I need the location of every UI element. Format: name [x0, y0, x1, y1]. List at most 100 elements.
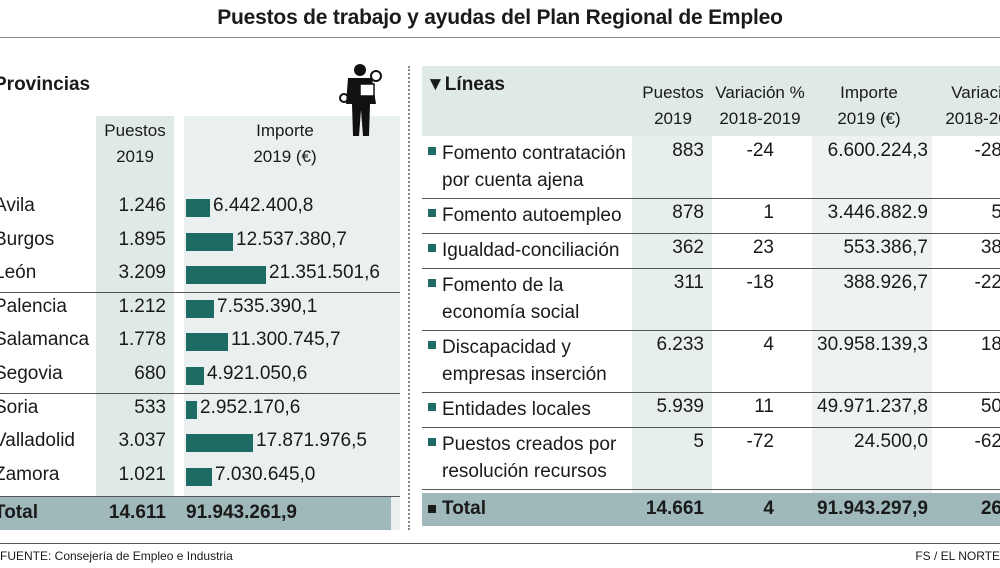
- header-line2: 2019: [654, 109, 692, 128]
- line-variacion: 1: [763, 202, 774, 223]
- province-importe: 2.952.170,6: [200, 396, 301, 418]
- line-importe: 30.958.139,3: [817, 334, 928, 355]
- provinces-panel: Provincias Puestos 2019 Importe 2019 (€)…: [0, 60, 404, 530]
- importe-bar: [186, 333, 228, 352]
- province-puestos: 680: [134, 363, 166, 384]
- line-name-1: Discapacidad y: [442, 337, 571, 358]
- line-row: Fomento de la economía social 311 -18 388.92…: [422, 268, 1000, 330]
- importe-header-line1: Importe: [256, 121, 314, 140]
- line-importe: 388.926,7: [843, 272, 928, 293]
- total-puestos: 14.611: [108, 502, 166, 523]
- lines-variacion-header: Variación % 2018-2019: [710, 80, 810, 132]
- line-variacion2: 5: [991, 202, 1000, 223]
- province-name: Soria: [0, 396, 39, 418]
- province-name: León: [0, 262, 37, 284]
- line-row: Fomento autoempleo 878 1 3.446.882.9 5: [422, 198, 1000, 233]
- footer: FUENTE: Consejería de Empleo e Industria…: [0, 543, 1000, 568]
- bullet-icon: [428, 209, 436, 217]
- province-row: Segovia 680 4.921.050,6: [0, 358, 400, 392]
- line-importe: 553.386,7: [843, 237, 928, 258]
- line-name: Fomento contratación por cuenta ajena: [442, 140, 626, 194]
- line-name-1: Igualdad-conciliación: [442, 240, 620, 261]
- province-row: Valladolid 3.037 17.871.976,5: [0, 425, 400, 459]
- importe-bar: [186, 467, 212, 486]
- line-row: Fomento contratación por cuenta ajena 883 -…: [422, 136, 1000, 198]
- line-name-1: Fomento de la: [442, 275, 564, 296]
- province-importe: 7.535.390,1: [217, 295, 318, 317]
- line-variacion: 23: [752, 237, 774, 258]
- province-puestos: 1.778: [118, 329, 166, 351]
- importe-bar: [186, 199, 210, 217]
- line-puestos: 883: [672, 140, 704, 161]
- worker-icon: [339, 64, 382, 136]
- puestos-column-bg: [96, 116, 174, 530]
- province-importe: 7.030.645,0: [215, 463, 316, 485]
- province-row: León 3.209 21.351.501,6: [0, 257, 400, 291]
- row-separator: [422, 392, 1000, 393]
- line-row: Puestos creados por resolución recursos 5 -…: [422, 427, 1000, 489]
- line-variacion2: 38: [980, 237, 1000, 258]
- puestos-header: Puestos 2019: [96, 118, 174, 170]
- lines-heading: ▼Líneas: [426, 74, 505, 95]
- header-line1: Importe: [840, 83, 898, 102]
- lines-importe-header: Importe 2019 (€): [814, 80, 924, 132]
- line-name-1: Puestos creados por: [442, 434, 617, 455]
- total-importe: 91.943.261,9: [186, 502, 297, 523]
- total-label: Total: [442, 498, 486, 519]
- row-separator: [422, 427, 1000, 428]
- province-puestos: 1.212: [118, 295, 166, 317]
- lines-puestos-header: Puestos 2019: [630, 80, 716, 132]
- line-name: Puestos creados por resolución recursos: [442, 431, 616, 485]
- source-note: FUENTE: Consejería de Empleo e Industria: [0, 549, 233, 563]
- province-puestos: 3.037: [118, 430, 166, 452]
- line-variacion: -24: [746, 140, 774, 161]
- line-name: Discapacidad y empresas inserción: [442, 334, 607, 388]
- bullet-icon: [428, 438, 436, 446]
- line-name-2: economía social: [442, 302, 580, 323]
- province-row: Burgos 1.895 12.537.380,7: [0, 224, 400, 258]
- province-importe: 21.351.501,6: [269, 262, 380, 284]
- province-name: Zamora: [0, 463, 60, 485]
- line-variacion: 11: [754, 396, 774, 417]
- bullet-icon: [428, 403, 436, 411]
- puestos-header-line2: 2019: [116, 147, 154, 166]
- infographic-title: Puestos de trabajo y ayudas del Plan Reg…: [217, 6, 783, 29]
- line-importe: 49.971.237,8: [817, 396, 928, 417]
- puestos-column-bg: [632, 136, 712, 493]
- panel-divider: [408, 66, 410, 530]
- province-name: Avila: [0, 195, 35, 216]
- province-importe: 4.921.050,6: [207, 363, 308, 384]
- province-puestos: 1.021: [118, 463, 166, 485]
- province-puestos: 3.209: [118, 262, 166, 284]
- province-name: Valladolid: [0, 430, 75, 452]
- line-name-1: Fomento autoempleo: [442, 205, 622, 226]
- title-divider: [0, 37, 1000, 38]
- line-puestos: 5: [693, 431, 704, 452]
- importe-bar: [186, 266, 266, 285]
- province-puestos: 533: [134, 396, 166, 418]
- row-separator: [422, 330, 1000, 331]
- lines-header-bg: [422, 66, 1000, 136]
- importe-header-line2: 2019 (€): [253, 147, 317, 166]
- line-name-2: resolución recursos: [442, 461, 607, 482]
- bullet-icon: [428, 279, 436, 287]
- group-separator: [0, 292, 400, 293]
- province-importe: 6.442.400,8: [213, 195, 314, 216]
- credit: FS / EL NORTE: [915, 549, 1000, 563]
- province-row: Zamora 1.021 7.030.645,0: [0, 459, 400, 493]
- line-variacion2: -22: [974, 272, 1000, 293]
- line-variacion: -18: [746, 272, 774, 293]
- line-name: Fomento de la economía social: [442, 272, 579, 326]
- puestos-header-line1: Puestos: [104, 121, 166, 140]
- row-separator: [422, 198, 1000, 199]
- line-puestos: 5.939: [656, 396, 704, 417]
- header-line1: Variación: [951, 83, 1000, 102]
- provinces-heading: Provincias: [0, 74, 91, 95]
- line-name: Entidades locales: [442, 396, 591, 423]
- bullet-icon: [428, 147, 436, 155]
- row-separator: [422, 233, 1000, 234]
- total-importe: 91.943.297,9: [817, 498, 928, 519]
- header-line2: 2018-2019: [719, 109, 801, 128]
- line-variacion: -72: [746, 431, 774, 452]
- province-row: Palencia 1.212 7.535.390,1: [0, 291, 400, 325]
